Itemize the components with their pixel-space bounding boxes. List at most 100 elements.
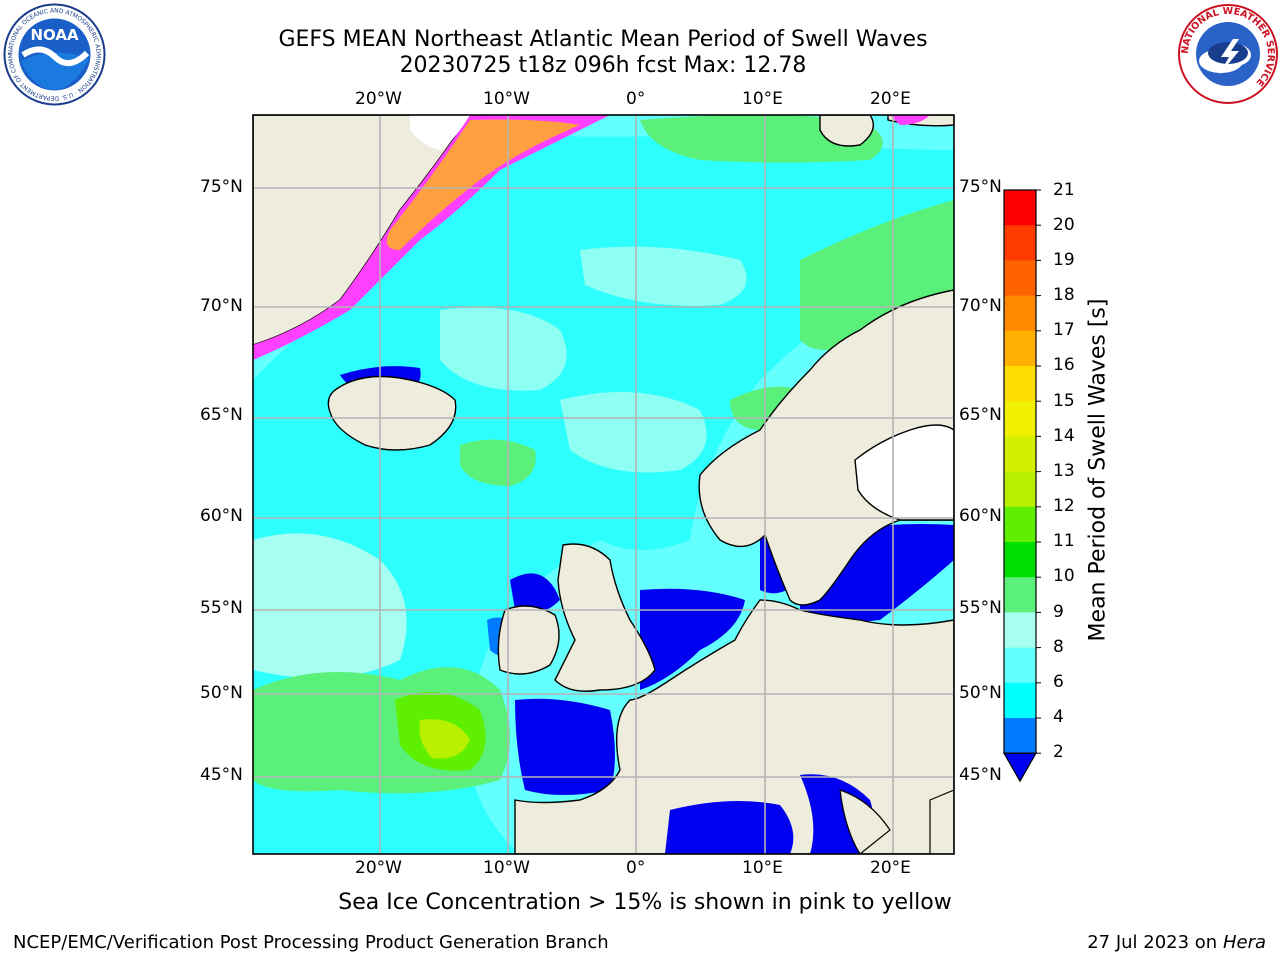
pale-patch-north bbox=[440, 307, 567, 391]
colorbar-swatch-19 bbox=[1004, 260, 1036, 297]
colorbar-swatch-17 bbox=[1004, 330, 1036, 367]
greenland bbox=[253, 115, 471, 346]
colorbar-tick-17: 17 bbox=[1053, 320, 1075, 340]
ocean-base bbox=[253, 115, 954, 854]
lon-label-top-20e: 20°E bbox=[870, 89, 911, 109]
lat-label-left-70n: 70°N bbox=[200, 296, 243, 316]
lat-label-left-65n: 65°N bbox=[200, 405, 243, 425]
lon-label-bottom-20e: 20°E bbox=[870, 858, 911, 878]
chart-subtitle: 20230725 t18z 096h fcst Max: 12.78 bbox=[399, 53, 807, 78]
lat-label-right-65n: 65°N bbox=[959, 405, 1002, 425]
graticule bbox=[253, 115, 954, 854]
pale-patch-northeast bbox=[580, 246, 747, 306]
colorbar-tick-15: 15 bbox=[1053, 391, 1075, 411]
blue-north-sea bbox=[640, 588, 745, 690]
colorbar-swatch-18 bbox=[1004, 295, 1036, 332]
colorbar-tick-4: 4 bbox=[1053, 707, 1064, 727]
colorbar-label: Mean Period of Swell Waves [s] bbox=[1085, 298, 1111, 642]
colorbar-tick-18: 18 bbox=[1053, 285, 1075, 305]
green-patch-faroe bbox=[460, 439, 536, 486]
pale-patch-central bbox=[560, 392, 707, 473]
sea-ice-orange bbox=[386, 119, 580, 250]
nws-logo: NATIONAL WEATHER SERVICE bbox=[1177, 3, 1279, 105]
blue-scotland-west bbox=[510, 573, 560, 614]
colorbar-swatch-8 bbox=[1004, 647, 1036, 684]
colorbar-swatch-6 bbox=[1004, 682, 1036, 719]
colorbar-swatch-14 bbox=[1004, 436, 1036, 473]
lon-label-top-10e: 10°E bbox=[742, 89, 783, 109]
blue-ireland-west bbox=[487, 617, 520, 656]
pale-patch-west bbox=[253, 533, 407, 678]
lat-label-left-50n: 50°N bbox=[200, 683, 243, 703]
colorbar-tick-6: 6 bbox=[1053, 672, 1064, 692]
colorbar-tick-12: 12 bbox=[1053, 496, 1075, 516]
continental-europe bbox=[514, 599, 954, 854]
colorbar bbox=[1000, 185, 1060, 785]
lat-label-left-60n: 60°N bbox=[200, 506, 243, 526]
cyan-zone bbox=[253, 130, 954, 854]
blue-bay-of-biscay bbox=[515, 698, 615, 795]
sea-ice-pink bbox=[253, 115, 610, 360]
svalbard bbox=[819, 115, 874, 147]
yellow-green-core bbox=[419, 719, 470, 759]
green-patch-norway bbox=[730, 386, 800, 430]
colorbar-swatch-16 bbox=[1004, 366, 1036, 402]
footer-date: 27 Jul 2023 on Hera bbox=[1087, 932, 1266, 953]
sea-ice-note: Sea Ice Concentration > 15% is shown in … bbox=[0, 890, 1280, 915]
colorbar-tick-21: 21 bbox=[1053, 180, 1075, 200]
colorbar-tick-11: 11 bbox=[1053, 531, 1075, 551]
mediterranean-sea bbox=[665, 801, 794, 854]
lat-label-left-75n: 75°N bbox=[200, 177, 243, 197]
finland bbox=[854, 424, 954, 521]
colorbar-swatch-11 bbox=[1004, 542, 1036, 578]
lat-label-left-45n: 45°N bbox=[200, 765, 243, 785]
lon-label-bottom-10e: 10°E bbox=[742, 858, 783, 878]
blue-mediterranean bbox=[660, 796, 794, 854]
colorbar-swatch-9 bbox=[1004, 612, 1036, 649]
colorbar-tick-19: 19 bbox=[1053, 250, 1075, 270]
lon-label-top-20w: 20°W bbox=[355, 89, 402, 109]
colorbar-tick-14: 14 bbox=[1053, 426, 1075, 446]
italy bbox=[839, 789, 891, 854]
lat-label-right-55n: 55°N bbox=[959, 598, 1002, 618]
adriatic-sea bbox=[800, 774, 874, 854]
lat-label-left-55n: 55°N bbox=[200, 598, 243, 618]
lat-label-right-75n: 75°N bbox=[959, 177, 1002, 197]
scandinavia bbox=[698, 289, 954, 606]
map-frame bbox=[252, 114, 955, 855]
sea-ice-note-text: Sea Ice Concentration > 15% is shown in … bbox=[338, 890, 952, 915]
noaa-logo: NOAA NATIONAL OCEANIC AND ATMOSPHERIC AD… bbox=[1, 0, 106, 106]
colorbar-swatch-15 bbox=[1004, 401, 1036, 437]
colorbar-swatch-10 bbox=[1004, 577, 1036, 613]
colorbar-tick-10: 10 bbox=[1053, 566, 1075, 586]
colorbar-tick-20: 20 bbox=[1053, 215, 1075, 235]
sea-ice-white bbox=[410, 115, 470, 150]
blue-baltic bbox=[800, 524, 954, 622]
franz-josef-land bbox=[887, 115, 954, 127]
colorbar-swatches bbox=[1002, 189, 1041, 783]
colorbar-tick-2: 2 bbox=[1053, 742, 1064, 762]
lat-label-right-50n: 50°N bbox=[959, 683, 1002, 703]
noaa-logo-text: NOAA bbox=[30, 26, 79, 44]
colorbar-swatch-20 bbox=[1004, 225, 1036, 261]
lat-label-right-60n: 60°N bbox=[959, 506, 1002, 526]
iceland bbox=[327, 375, 457, 451]
lon-label-bottom-0: 0° bbox=[626, 858, 646, 878]
blue-adriatic-tyrrhenian bbox=[800, 768, 880, 854]
sea-ice-franz-josef bbox=[890, 115, 930, 125]
green-patch-southwest bbox=[253, 667, 510, 794]
colorbar-swatch-12 bbox=[1004, 506, 1036, 543]
footer-date-text: 27 Jul 2023 on bbox=[1087, 932, 1223, 953]
lon-label-top-10w: 10°W bbox=[483, 89, 530, 109]
colorbar-swatch-21 bbox=[1004, 190, 1036, 226]
blue-north-iceland bbox=[340, 366, 421, 398]
lat-label-right-45n: 45°N bbox=[959, 765, 1002, 785]
greece bbox=[929, 789, 954, 854]
green-patch-svalbard bbox=[640, 115, 883, 163]
great-britain bbox=[554, 543, 656, 692]
colorbar-extend-arrow bbox=[1002, 752, 1038, 783]
colorbar-swatch-13 bbox=[1004, 471, 1036, 508]
ireland bbox=[497, 605, 560, 675]
lon-label-bottom-10w: 10°W bbox=[483, 858, 530, 878]
colorbar-tick-labels: 21 20 19 18 17 16 15 14 13 12 11 10 9 8 … bbox=[1053, 180, 1093, 770]
